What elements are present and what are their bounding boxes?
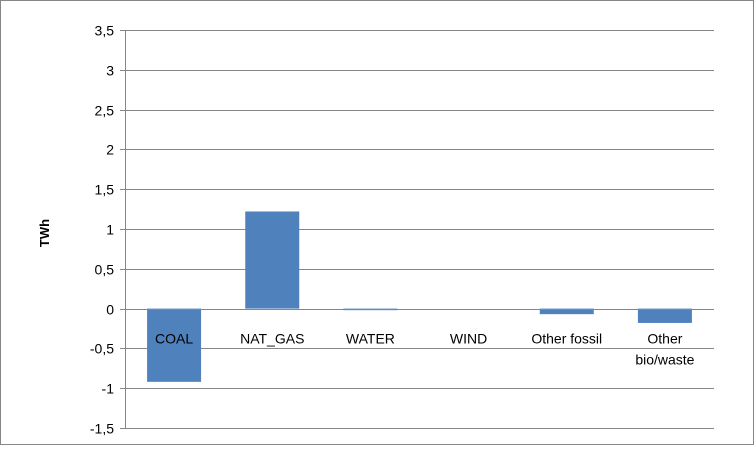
y-tick-label: 1,5 xyxy=(95,182,115,198)
y-tick-labels: 3,5 3 2,5 2 1,5 1 0,5 0 -0,5 -1 -1,5 xyxy=(90,23,114,437)
y-tick-label: 0,5 xyxy=(95,262,115,278)
bar-other-bio-waste xyxy=(637,308,692,323)
y-tick-label: 3,5 xyxy=(95,23,115,39)
x-tick-labels: COAL NAT_GAS WATER WIND Other fossil Other bio… xyxy=(155,331,695,368)
x-tick-label: COAL xyxy=(155,331,193,347)
y-tick-label: -0,5 xyxy=(90,341,114,357)
y-tick-label: 1 xyxy=(106,222,114,238)
y-tick-label: -1,5 xyxy=(90,421,114,437)
bar-coal xyxy=(147,308,202,382)
bar-other-fossil xyxy=(539,308,594,315)
y-tick-label: 2 xyxy=(106,142,114,158)
axes xyxy=(120,30,714,429)
x-tick-label: Other fossil xyxy=(531,331,602,347)
y-axis-title: TWh xyxy=(37,219,52,247)
y-tick-label: 3 xyxy=(106,63,114,79)
y-tick-label: 2,5 xyxy=(95,103,115,119)
x-tick-label: WIND xyxy=(450,331,487,347)
bar-nat-gas xyxy=(245,211,300,309)
x-tick-label: bio/waste xyxy=(635,352,694,368)
x-tick-label: Other xyxy=(647,331,682,347)
y-tick-label: -1 xyxy=(102,381,115,397)
x-tick-label: NAT_GAS xyxy=(240,331,304,347)
x-tick-label: WATER xyxy=(346,331,395,347)
gridlines xyxy=(125,30,714,429)
y-tick-label: 0 xyxy=(106,302,114,318)
bars xyxy=(147,211,692,382)
